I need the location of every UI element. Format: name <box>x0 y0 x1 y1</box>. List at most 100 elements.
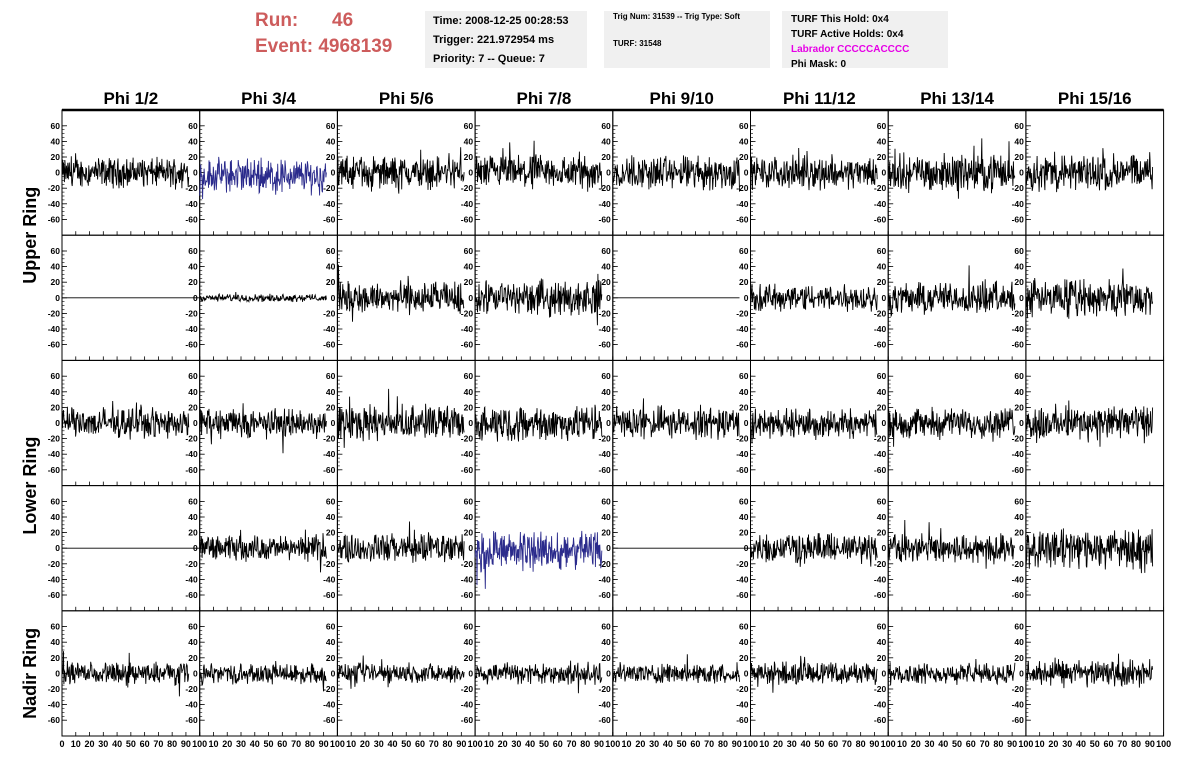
x-tick-label: 70 <box>980 739 990 749</box>
y-tick-label: 20 <box>739 152 749 162</box>
y-tick-label: -40 <box>48 574 61 584</box>
x-tick-label: 30 <box>98 739 108 749</box>
x-tick-label: 30 <box>511 739 521 749</box>
y-tick-label: 40 <box>1014 512 1024 522</box>
y-tick-label: 20 <box>326 653 336 663</box>
x-tick-label: 10 <box>622 739 632 749</box>
y-tick-label: 60 <box>326 121 336 131</box>
y-tick-label: 20 <box>1014 528 1024 538</box>
x-tick-label: 20 <box>635 739 645 749</box>
waveform-trace <box>887 406 1016 447</box>
waveform-trace <box>336 388 465 448</box>
x-tick-label: 70 <box>704 739 714 749</box>
x-tick-label: 40 <box>250 739 260 749</box>
y-tick-label: 0 <box>1019 543 1024 553</box>
y-tick-label: 60 <box>1014 496 1024 506</box>
x-tick-label: 80 <box>580 739 590 749</box>
y-tick-label: -40 <box>874 199 887 209</box>
waveform-trace <box>750 533 878 567</box>
y-tick-label: 20 <box>188 277 198 287</box>
y-tick-label: 40 <box>739 512 749 522</box>
y-tick-label: -40 <box>1012 574 1025 584</box>
y-tick-label: -40 <box>323 574 336 584</box>
y-tick-label: -40 <box>185 324 198 334</box>
y-tick-label: 20 <box>601 277 611 287</box>
y-tick-label: 20 <box>739 653 749 663</box>
waveform-trace <box>887 138 1016 199</box>
y-tick-label: 0 <box>468 418 473 428</box>
trig-text: Trig Num: 31539 -- Trig Type: Soft <box>613 12 740 21</box>
x-tick-label: 20 <box>85 739 95 749</box>
y-tick-label: 60 <box>739 496 749 506</box>
y-tick-label: -20 <box>185 308 198 318</box>
y-tick-label: -40 <box>323 449 336 459</box>
y-tick-label: 20 <box>51 402 61 412</box>
y-tick-label: 0 <box>193 668 198 678</box>
x-tick-label: 10 <box>1035 739 1045 749</box>
x-tick-label: 30 <box>649 739 659 749</box>
waveform-trace <box>199 529 327 573</box>
y-tick-label: 40 <box>739 387 749 397</box>
y-tick-label: 60 <box>188 496 198 506</box>
y-tick-label: 40 <box>464 637 474 647</box>
x-tick-label: 70 <box>842 739 852 749</box>
y-tick-label: -20 <box>1012 308 1025 318</box>
y-tick-label: 0 <box>468 293 473 303</box>
y-tick-label: 60 <box>877 121 887 131</box>
y-tick-label: 40 <box>326 136 336 146</box>
y-tick-label: 20 <box>464 402 474 412</box>
column-header: Phi 15/16 <box>1058 89 1132 108</box>
y-tick-label: -20 <box>874 183 887 193</box>
y-tick-label: -40 <box>461 449 474 459</box>
column-header: Phi 1/2 <box>103 89 158 108</box>
x-tick-label: 70 <box>153 739 163 749</box>
y-tick-label: -20 <box>323 308 336 318</box>
y-tick-label: 20 <box>601 653 611 663</box>
y-tick-label: 20 <box>601 528 611 538</box>
y-tick-label: -20 <box>874 434 887 444</box>
y-tick-label: -60 <box>736 715 749 725</box>
y-tick-label: -20 <box>461 434 474 444</box>
y-tick-label: 0 <box>193 168 198 178</box>
waveform-trace <box>887 519 1016 569</box>
y-tick-label: 40 <box>601 136 611 146</box>
y-tick-label: 0 <box>331 168 336 178</box>
x-tick-label: 100 <box>1018 739 1033 749</box>
y-tick-label: -40 <box>736 449 749 459</box>
y-tick-label: -60 <box>461 590 474 600</box>
x-tick-label: 40 <box>1076 739 1086 749</box>
y-tick-label: 40 <box>739 637 749 647</box>
x-tick-label: 60 <box>140 739 150 749</box>
x-tick-label: 60 <box>690 739 700 749</box>
y-tick-label: -40 <box>48 199 61 209</box>
y-tick-label: -60 <box>323 715 336 725</box>
y-tick-label: 0 <box>331 668 336 678</box>
y-tick-label: -60 <box>461 465 474 475</box>
y-tick-label: 60 <box>326 496 336 506</box>
y-tick-label: -60 <box>48 590 61 600</box>
x-tick-label: 50 <box>539 739 549 749</box>
y-tick-label: 20 <box>326 528 336 538</box>
column-header: Phi 13/14 <box>920 89 994 108</box>
x-tick-label: 60 <box>828 739 838 749</box>
x-tick-label: 10 <box>71 739 81 749</box>
waveform-trace <box>887 658 1016 686</box>
y-tick-label: -60 <box>874 465 887 475</box>
x-tick-label: 20 <box>360 739 370 749</box>
y-tick-label: 40 <box>188 136 198 146</box>
x-tick-label: 10 <box>897 739 907 749</box>
x-tick-label: 50 <box>401 739 411 749</box>
y-tick-label: 0 <box>744 668 749 678</box>
y-tick-label: -60 <box>48 340 61 350</box>
y-tick-label: 20 <box>464 653 474 663</box>
y-tick-label: 0 <box>744 293 749 303</box>
x-tick-label: 20 <box>222 739 232 749</box>
waveform-trace <box>336 147 465 194</box>
waveform-trace <box>474 140 603 192</box>
y-tick-label: 0 <box>331 543 336 553</box>
y-tick-label: -20 <box>874 684 887 694</box>
y-tick-label: -40 <box>874 449 887 459</box>
y-tick-label: -20 <box>323 684 336 694</box>
y-tick-label: 0 <box>606 668 611 678</box>
